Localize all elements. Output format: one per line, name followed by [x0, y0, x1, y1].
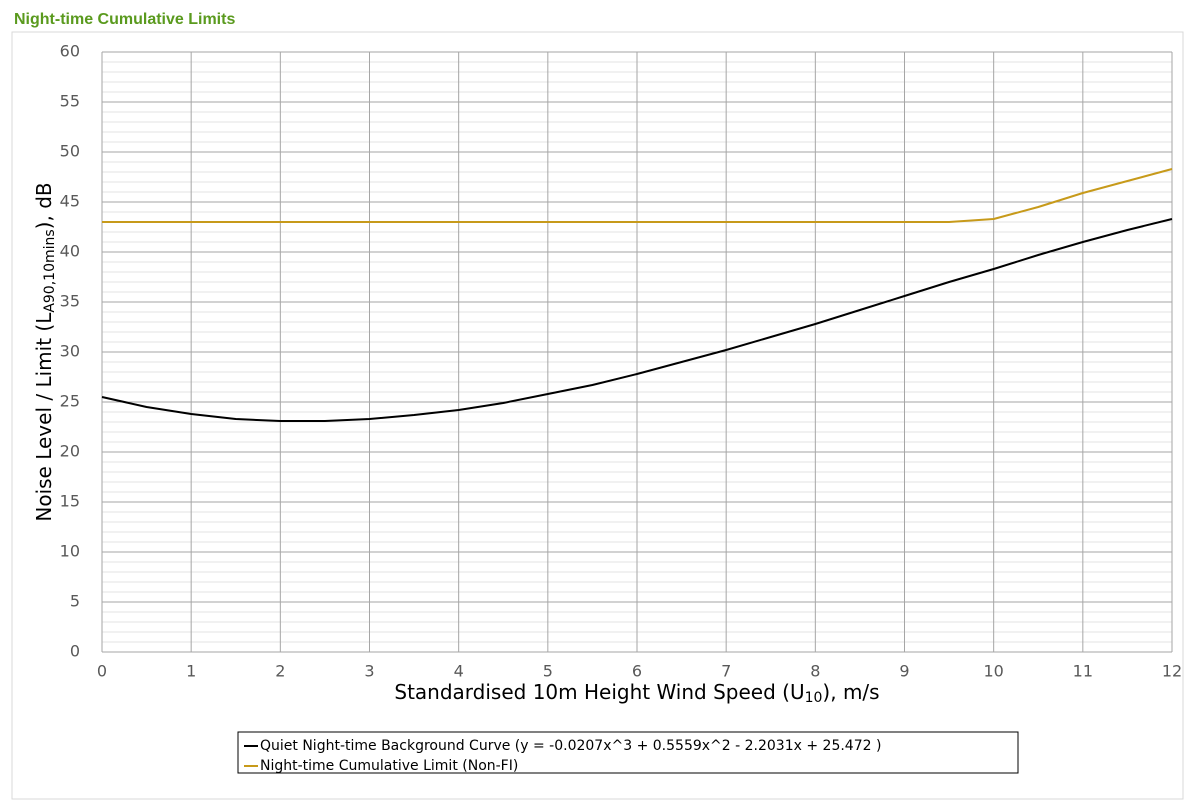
x-tick-label: 10: [983, 662, 1003, 681]
x-tick-label: 9: [899, 662, 909, 681]
y-tick-label: 5: [70, 592, 80, 611]
y-tick-label: 55: [60, 92, 80, 111]
series-line: [102, 168, 1173, 223]
y-tick-label: 30: [60, 342, 80, 361]
x-tick-label: 0: [97, 662, 107, 681]
x-tick-label: 6: [632, 662, 642, 681]
y-tick-label: 60: [60, 42, 80, 61]
y-label-text: Noise Level / Limit (L: [32, 312, 56, 522]
x-tick-label: 5: [543, 662, 553, 681]
x-label-sub: 10: [805, 690, 823, 706]
x-tick-label: 8: [810, 662, 820, 681]
x-axis-label: Standardised 10m Height Wind Speed (U10)…: [394, 680, 879, 707]
y-axis-label: Noise Level / Limit (LA90,10mins), dB: [32, 182, 59, 521]
y-label-suffix: ), dB: [32, 182, 56, 229]
y-tick-label: 25: [60, 392, 80, 411]
x-tick-label: 11: [1073, 662, 1093, 681]
marks: [101, 168, 1173, 422]
x-tick-label: 2: [275, 662, 285, 681]
legend-label: Night-time Cumulative Limit (Non-FI): [260, 758, 518, 774]
x-tick-label: 4: [454, 662, 464, 681]
x-tick-label: 1: [186, 662, 196, 681]
series-line: [101, 218, 1173, 422]
y-tick-label: 20: [60, 442, 80, 461]
y-tick-label: 10: [60, 542, 80, 561]
x-label-text: Standardised 10m Height Wind Speed (U: [394, 680, 804, 704]
x-label-suffix: ), m/s: [822, 680, 879, 704]
y-tick-label: 15: [60, 492, 80, 511]
y-tick-label: 0: [70, 642, 80, 661]
legend-label: Quiet Night-time Background Curve (y = -…: [260, 738, 881, 754]
x-tick-label: 7: [721, 662, 731, 681]
x-tick-label: 3: [364, 662, 374, 681]
y-tick-label: 45: [60, 192, 80, 211]
chart-title: Night-time Cumulative Limits: [14, 11, 235, 28]
y-tick-label: 50: [60, 142, 80, 161]
y-tick-label: 35: [60, 292, 80, 311]
y-tick-label: 40: [60, 242, 80, 261]
x-tick-label: 12: [1162, 662, 1182, 681]
legend-box: [237, 731, 1019, 774]
legend: Quiet Night-time Background Curve (y = -…: [244, 738, 881, 774]
y-label-sub: A90,10mins: [42, 229, 58, 312]
